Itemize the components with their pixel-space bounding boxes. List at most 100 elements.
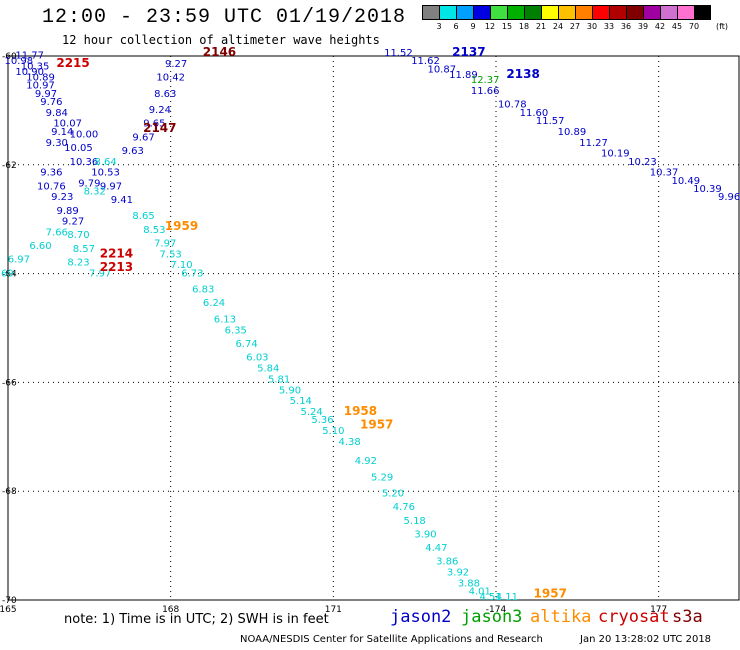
jason2-data-label: 10.90 <box>15 67 44 78</box>
jason2-data-label: 10.42 <box>156 72 185 83</box>
altika-data-label: 7.97 <box>154 238 176 249</box>
x-tick-label: 168 <box>162 605 179 615</box>
jason2-data-label: 10.05 <box>64 143 93 154</box>
altika-data-label: 3.88 <box>458 578 480 589</box>
color-swatch <box>439 5 456 20</box>
jason2-data-label: 10.97 <box>26 81 55 92</box>
jason2-data-label: 10.78 <box>498 100 527 111</box>
pass-time-label: 2137 <box>452 45 485 59</box>
altika-data-label: 4.01 <box>469 587 491 598</box>
jason2-data-label: 10.89 <box>26 72 55 83</box>
altika-data-label: 6.03 <box>246 353 268 364</box>
color-swatch <box>473 5 490 20</box>
jason2-data-label: 9.30 <box>46 138 68 149</box>
altika-data-label: 4.76 <box>393 502 415 513</box>
legend-item-jason3: jason3 <box>461 607 523 627</box>
altika-data-label: 5.90 <box>279 385 301 396</box>
altika-data-label: 6.35 <box>225 325 247 336</box>
color-swatch <box>643 5 660 20</box>
color-scale-label: 39 <box>637 22 649 31</box>
altika-data-label: 6.97 <box>8 255 30 266</box>
jason2-data-label: 9.23 <box>51 192 73 203</box>
color-swatch <box>422 5 439 20</box>
color-scale-unit: (ft) <box>716 22 729 31</box>
altika-data-label: 5.81 <box>268 374 290 385</box>
jason2-data-label: 11.62 <box>411 56 440 67</box>
altika-data-label: 6.13 <box>214 315 236 326</box>
altika-data-label: 6.83 <box>192 285 214 296</box>
color-scale-label: 6 <box>453 22 459 31</box>
jason2-data-label: 9.24 <box>149 105 171 116</box>
jason2-data-label: 11.57 <box>536 116 565 127</box>
jason2-data-label: 9.27 <box>165 59 187 70</box>
color-swatch <box>456 5 473 20</box>
color-swatch <box>660 5 677 20</box>
pass-time-label: 2138 <box>506 67 539 81</box>
jason2-data-label: 9.65 <box>143 119 165 130</box>
y-tick-label: -60 <box>2 52 17 62</box>
x-tick-label: 177 <box>650 605 667 615</box>
jason2-data-label: 9.41 <box>111 195 133 206</box>
legend-item-jason2: jason2 <box>390 607 452 627</box>
plot-frame <box>7 55 740 601</box>
footer-note: note: 1) Time is in UTC; 2) SWH is in fe… <box>64 612 329 627</box>
color-scale-label: 70 <box>688 22 700 31</box>
jason2-data-label: 11.60 <box>520 108 549 119</box>
jason2-data-label: 9.79 <box>78 179 100 190</box>
jason2-data-label: 10.49 <box>671 176 700 187</box>
color-scale-label: 3 <box>436 22 442 31</box>
altika-data-label: 3.86 <box>436 557 458 568</box>
altika-data-label: 7.66 <box>46 228 68 239</box>
color-scale-label: 18 <box>518 22 530 31</box>
jason2-data-label: 8.63 <box>154 89 176 100</box>
pass-time-label: 1957 <box>534 586 567 600</box>
jason2-data-label: 9.27 <box>62 217 84 228</box>
color-swatch <box>677 5 694 20</box>
jason2-data-label: 10.23 <box>628 157 657 168</box>
color-scale-label: 30 <box>586 22 598 31</box>
altika-data-label: 5.18 <box>404 516 426 527</box>
color-swatch <box>541 5 558 20</box>
jason2-data-label: 9.76 <box>40 97 62 108</box>
altika-data-label: 7.10 <box>170 260 192 271</box>
altika-data-label: 5.10 <box>322 426 344 437</box>
altika-data-label: 8.32 <box>84 187 106 198</box>
color-swatch <box>592 5 609 20</box>
color-swatch <box>524 5 541 20</box>
altika-data-label: 5.20 <box>382 489 404 500</box>
jason2-data-label: 9.67 <box>132 132 154 143</box>
jason2-data-label: 9.97 <box>35 89 57 100</box>
legend-item-altika: altika <box>530 607 592 627</box>
x-tick-label: -174 <box>486 605 507 615</box>
jason2-data-label: 10.39 <box>693 184 722 195</box>
color-scale-label: 42 <box>654 22 666 31</box>
jason2-data-label: 9.96 <box>718 192 740 203</box>
jason2-data-label: 9.84 <box>46 108 68 119</box>
color-swatch <box>575 5 592 20</box>
credit-text: NOAA/NESDIS Center for Satellite Applica… <box>240 634 543 645</box>
jason2-data-label: 10.00 <box>70 130 99 141</box>
jason2-data-label: 10.35 <box>21 62 50 73</box>
altika-data-label: 5.24 <box>301 407 323 418</box>
jason2-data-label: 10.89 <box>558 127 587 138</box>
page-title: 12:00 - 23:59 UTC 01/19/2018 <box>42 6 407 29</box>
color-swatch <box>694 5 711 20</box>
color-scale-label: 12 <box>484 22 496 31</box>
y-tick-label: -68 <box>2 487 17 497</box>
color-scale-label: 33 <box>603 22 615 31</box>
altika-data-label: 6.60 <box>29 241 51 252</box>
altika-data-label: 7.53 <box>160 249 182 260</box>
pass-time-label: 1958 <box>344 404 377 418</box>
altika-data-label: 3.90 <box>414 529 436 540</box>
legend-item-s3a: s3a <box>672 607 703 627</box>
jason2-data-label: 10.37 <box>650 168 679 179</box>
altika-data-label: 8.64 <box>94 157 116 168</box>
color-swatch <box>609 5 626 20</box>
altika-data-label: 6.74 <box>235 339 257 350</box>
jason2-data-label: 10.98 <box>5 56 34 67</box>
altika-data-label: 4.51 <box>479 592 501 603</box>
jason2-data-label: 10.19 <box>601 149 630 160</box>
altika-data-label: 5.29 <box>371 472 393 483</box>
jason2-data-label: 10.36 <box>70 157 99 168</box>
altika-data-label: 7.97 <box>89 268 111 279</box>
